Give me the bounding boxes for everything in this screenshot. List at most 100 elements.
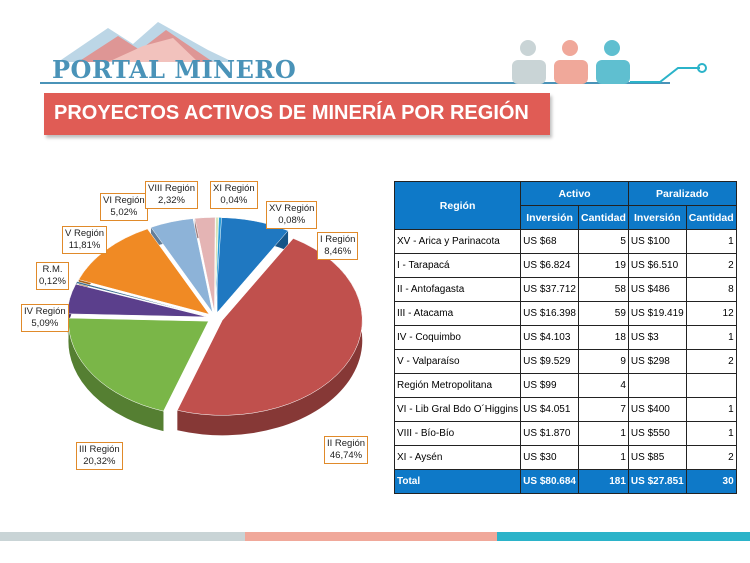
cell-par-inv: US $486 bbox=[627, 277, 687, 302]
header-act-cantidad: Cantidad bbox=[578, 205, 629, 230]
cell-act-cant: 59 bbox=[578, 301, 629, 326]
cell-act-inv: US $99 bbox=[520, 373, 579, 398]
label-iii-region-name: III Región bbox=[79, 444, 120, 455]
label-vi-region-name: VI Región bbox=[103, 195, 145, 206]
header-par-inversion: Inversión bbox=[627, 205, 687, 230]
cell-region: VI - Lib Gral Bdo O´Higgins bbox=[393, 397, 522, 422]
label-rm-pct: 0,12% bbox=[39, 276, 66, 287]
cell-par-cant: 2 bbox=[685, 253, 737, 278]
label-iv-region-pct: 5,09% bbox=[31, 318, 59, 329]
pie-slice-4 bbox=[75, 281, 208, 317]
label-rm-name: R.M. bbox=[42, 264, 63, 275]
label-i-region: I Región 8,46% bbox=[317, 232, 359, 260]
total-par-inv: US $27.851 bbox=[627, 469, 687, 494]
cell-par-cant: 1 bbox=[685, 229, 737, 254]
table-row: IV - Coquimbo US $4.103 18 US $3 1 bbox=[393, 325, 737, 350]
table-row: Región Metropolitana US $99 4 bbox=[393, 373, 737, 398]
cell-region: I - Tarapacá bbox=[393, 253, 522, 278]
table-row: VIII - Bío-Bío US $1.870 1 US $550 1 bbox=[393, 421, 737, 446]
label-xi-region-pct: 0,04% bbox=[220, 195, 248, 206]
table-header-row: Región Activo Paralizado bbox=[393, 181, 737, 230]
cell-region: XI - Aysén bbox=[393, 445, 522, 470]
cell-par-inv: US $298 bbox=[627, 349, 687, 374]
cell-par-inv: US $550 bbox=[627, 421, 687, 446]
pie-chart bbox=[66, 217, 363, 436]
label-viii-region-name: VIII Región bbox=[148, 183, 195, 194]
total-act-cant: 181 bbox=[578, 469, 629, 494]
table-row: XV - Arica y Parinacota US $68 5 US $100 1 bbox=[393, 229, 737, 254]
cell-act-cant: 9 bbox=[578, 349, 629, 374]
label-iv-region-name: IV Región bbox=[24, 306, 66, 317]
page-title: PROYECTOS ACTIVOS DE MINERÍA POR REGIÓN bbox=[54, 102, 529, 124]
cell-par-inv: US $19.419 bbox=[627, 301, 687, 326]
label-ii-region-name: II Región bbox=[327, 438, 366, 449]
table-row: I - Tarapacá US $6.824 19 US $6.510 2 bbox=[393, 253, 737, 278]
label-vi-region-pct: 5,02% bbox=[110, 207, 138, 218]
cell-par-cant: 1 bbox=[685, 421, 737, 446]
cell-act-inv: US $4.051 bbox=[520, 397, 579, 422]
cell-act-cant: 1 bbox=[578, 445, 629, 470]
cell-act-inv: US $37.712 bbox=[520, 277, 579, 302]
label-xi-region: XI Región 0,04% bbox=[210, 181, 258, 209]
cell-region: XV - Arica y Parinacota bbox=[393, 229, 522, 254]
table-total-row: Total US $80.684 181 US $27.851 30 bbox=[393, 469, 737, 494]
label-viii-region-pct: 2,32% bbox=[158, 195, 185, 206]
title-bar: PROYECTOS ACTIVOS DE MINERÍA POR REGIÓN bbox=[44, 93, 550, 135]
cell-par-inv: US $400 bbox=[627, 397, 687, 422]
cell-act-inv: US $9.529 bbox=[520, 349, 579, 374]
label-ii-region: II Región 46,74% bbox=[324, 436, 369, 464]
cell-par-cant: 1 bbox=[685, 397, 737, 422]
cell-par-inv: US $6.510 bbox=[627, 253, 687, 278]
total-par-cant: 30 bbox=[685, 469, 737, 494]
cell-region: IV - Coquimbo bbox=[393, 325, 522, 350]
label-iv-region: IV Región 5,09% bbox=[21, 304, 69, 332]
cell-act-cant: 19 bbox=[578, 253, 629, 278]
label-iii-region-pct: 20,32% bbox=[83, 456, 116, 467]
table-row: III - Atacama US $16.398 59 US $19.419 12 bbox=[393, 301, 737, 326]
cell-act-cant: 58 bbox=[578, 277, 629, 302]
label-xv-region-name: XV Región bbox=[269, 203, 315, 214]
label-rm: R.M. 0,12% bbox=[36, 262, 69, 290]
header-paralizado: Paralizado bbox=[627, 181, 737, 206]
table-row: II - Antofagasta US $37.712 58 US $486 8 bbox=[393, 277, 737, 302]
cell-act-inv: US $68 bbox=[520, 229, 579, 254]
cell-act-cant: 18 bbox=[578, 325, 629, 350]
pie-slice-side bbox=[177, 238, 363, 436]
cell-par-inv: US $3 bbox=[627, 325, 687, 350]
cell-act-inv: US $4.103 bbox=[520, 325, 579, 350]
label-i-region-name: I Región bbox=[320, 234, 356, 245]
label-ii-region-pct: 46,74% bbox=[329, 450, 363, 461]
cell-act-inv: US $6.824 bbox=[520, 253, 579, 278]
table-row: VI - Lib Gral Bdo O´Higgins US $4.051 7 US … bbox=[393, 397, 737, 422]
cell-region: Región Metropolitana bbox=[393, 373, 522, 398]
label-v-region: V Región 11,81% bbox=[62, 226, 108, 254]
header-par-cantidad: Cantidad bbox=[685, 205, 737, 230]
cell-act-cant: 7 bbox=[578, 397, 629, 422]
label-viii-region: VIII Región 2,32% bbox=[145, 181, 198, 209]
cell-act-cant: 5 bbox=[578, 229, 629, 254]
cell-par-cant bbox=[685, 373, 737, 398]
footer-strip-teal bbox=[497, 532, 750, 541]
cell-act-cant: 4 bbox=[578, 373, 629, 398]
table-row: V - Valparaíso US $9.529 9 US $298 2 bbox=[393, 349, 737, 374]
total-act-inv: US $80.684 bbox=[520, 469, 579, 494]
logo-text: PORTAL MINERO bbox=[52, 55, 297, 84]
logo-underline bbox=[40, 82, 670, 84]
table-row: XI - Aysén US $30 1 US $85 2 bbox=[393, 445, 737, 470]
label-vi-region: VI Región 5,02% bbox=[100, 193, 148, 221]
label-xv-region: XV Región 0,08% bbox=[266, 201, 318, 229]
cell-par-inv bbox=[627, 373, 687, 398]
label-v-region-name: V Región bbox=[65, 228, 105, 239]
footer-strip-gray bbox=[0, 532, 245, 541]
label-iii-region: III Región 20,32% bbox=[76, 442, 123, 470]
people-group-icon bbox=[512, 40, 707, 84]
cell-par-inv: US $85 bbox=[627, 445, 687, 470]
cell-region: II - Antofagasta bbox=[393, 277, 522, 302]
footer-strip-red bbox=[245, 532, 497, 541]
label-xi-region-name: XI Región bbox=[213, 183, 255, 194]
header-act-inversion: Inversión bbox=[520, 205, 579, 230]
cell-region: VIII - Bío-Bío bbox=[393, 421, 522, 446]
pie-slice-side bbox=[68, 318, 164, 432]
pie-slice-1 bbox=[176, 238, 363, 416]
pie-slice-2 bbox=[68, 317, 209, 412]
